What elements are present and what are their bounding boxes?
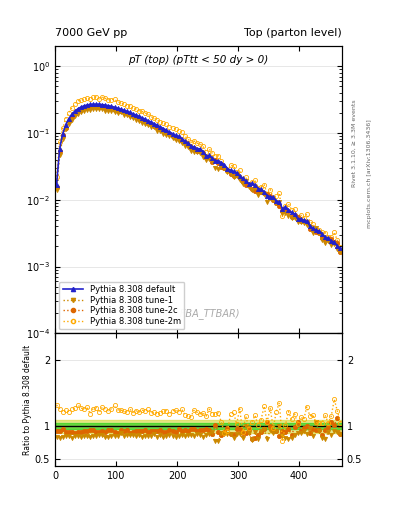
Legend: Pythia 8.308 default, Pythia 8.308 tune-1, Pythia 8.308 tune-2c, Pythia 8.308 tu: Pythia 8.308 default, Pythia 8.308 tune-… (59, 282, 184, 329)
Bar (55, 419, 342, 433)
Text: 7000 GeV pp: 7000 GeV pp (55, 28, 127, 38)
Text: pT (top) (pTtt < 50 dy > 0): pT (top) (pTtt < 50 dy > 0) (129, 55, 268, 65)
Text: mcplots.cern.ch [arXiv:1306.3436]: mcplots.cern.ch [arXiv:1306.3436] (367, 120, 373, 228)
Text: (MC_FBA_TTBAR): (MC_FBA_TTBAR) (157, 308, 240, 319)
Text: Rivet 3.1.10, ≥ 3.3M events: Rivet 3.1.10, ≥ 3.3M events (352, 99, 357, 187)
Text: Top (parton level): Top (parton level) (244, 28, 342, 38)
Y-axis label: Ratio to Pythia 8.308 default: Ratio to Pythia 8.308 default (23, 345, 32, 455)
Bar (55, 423, 342, 430)
